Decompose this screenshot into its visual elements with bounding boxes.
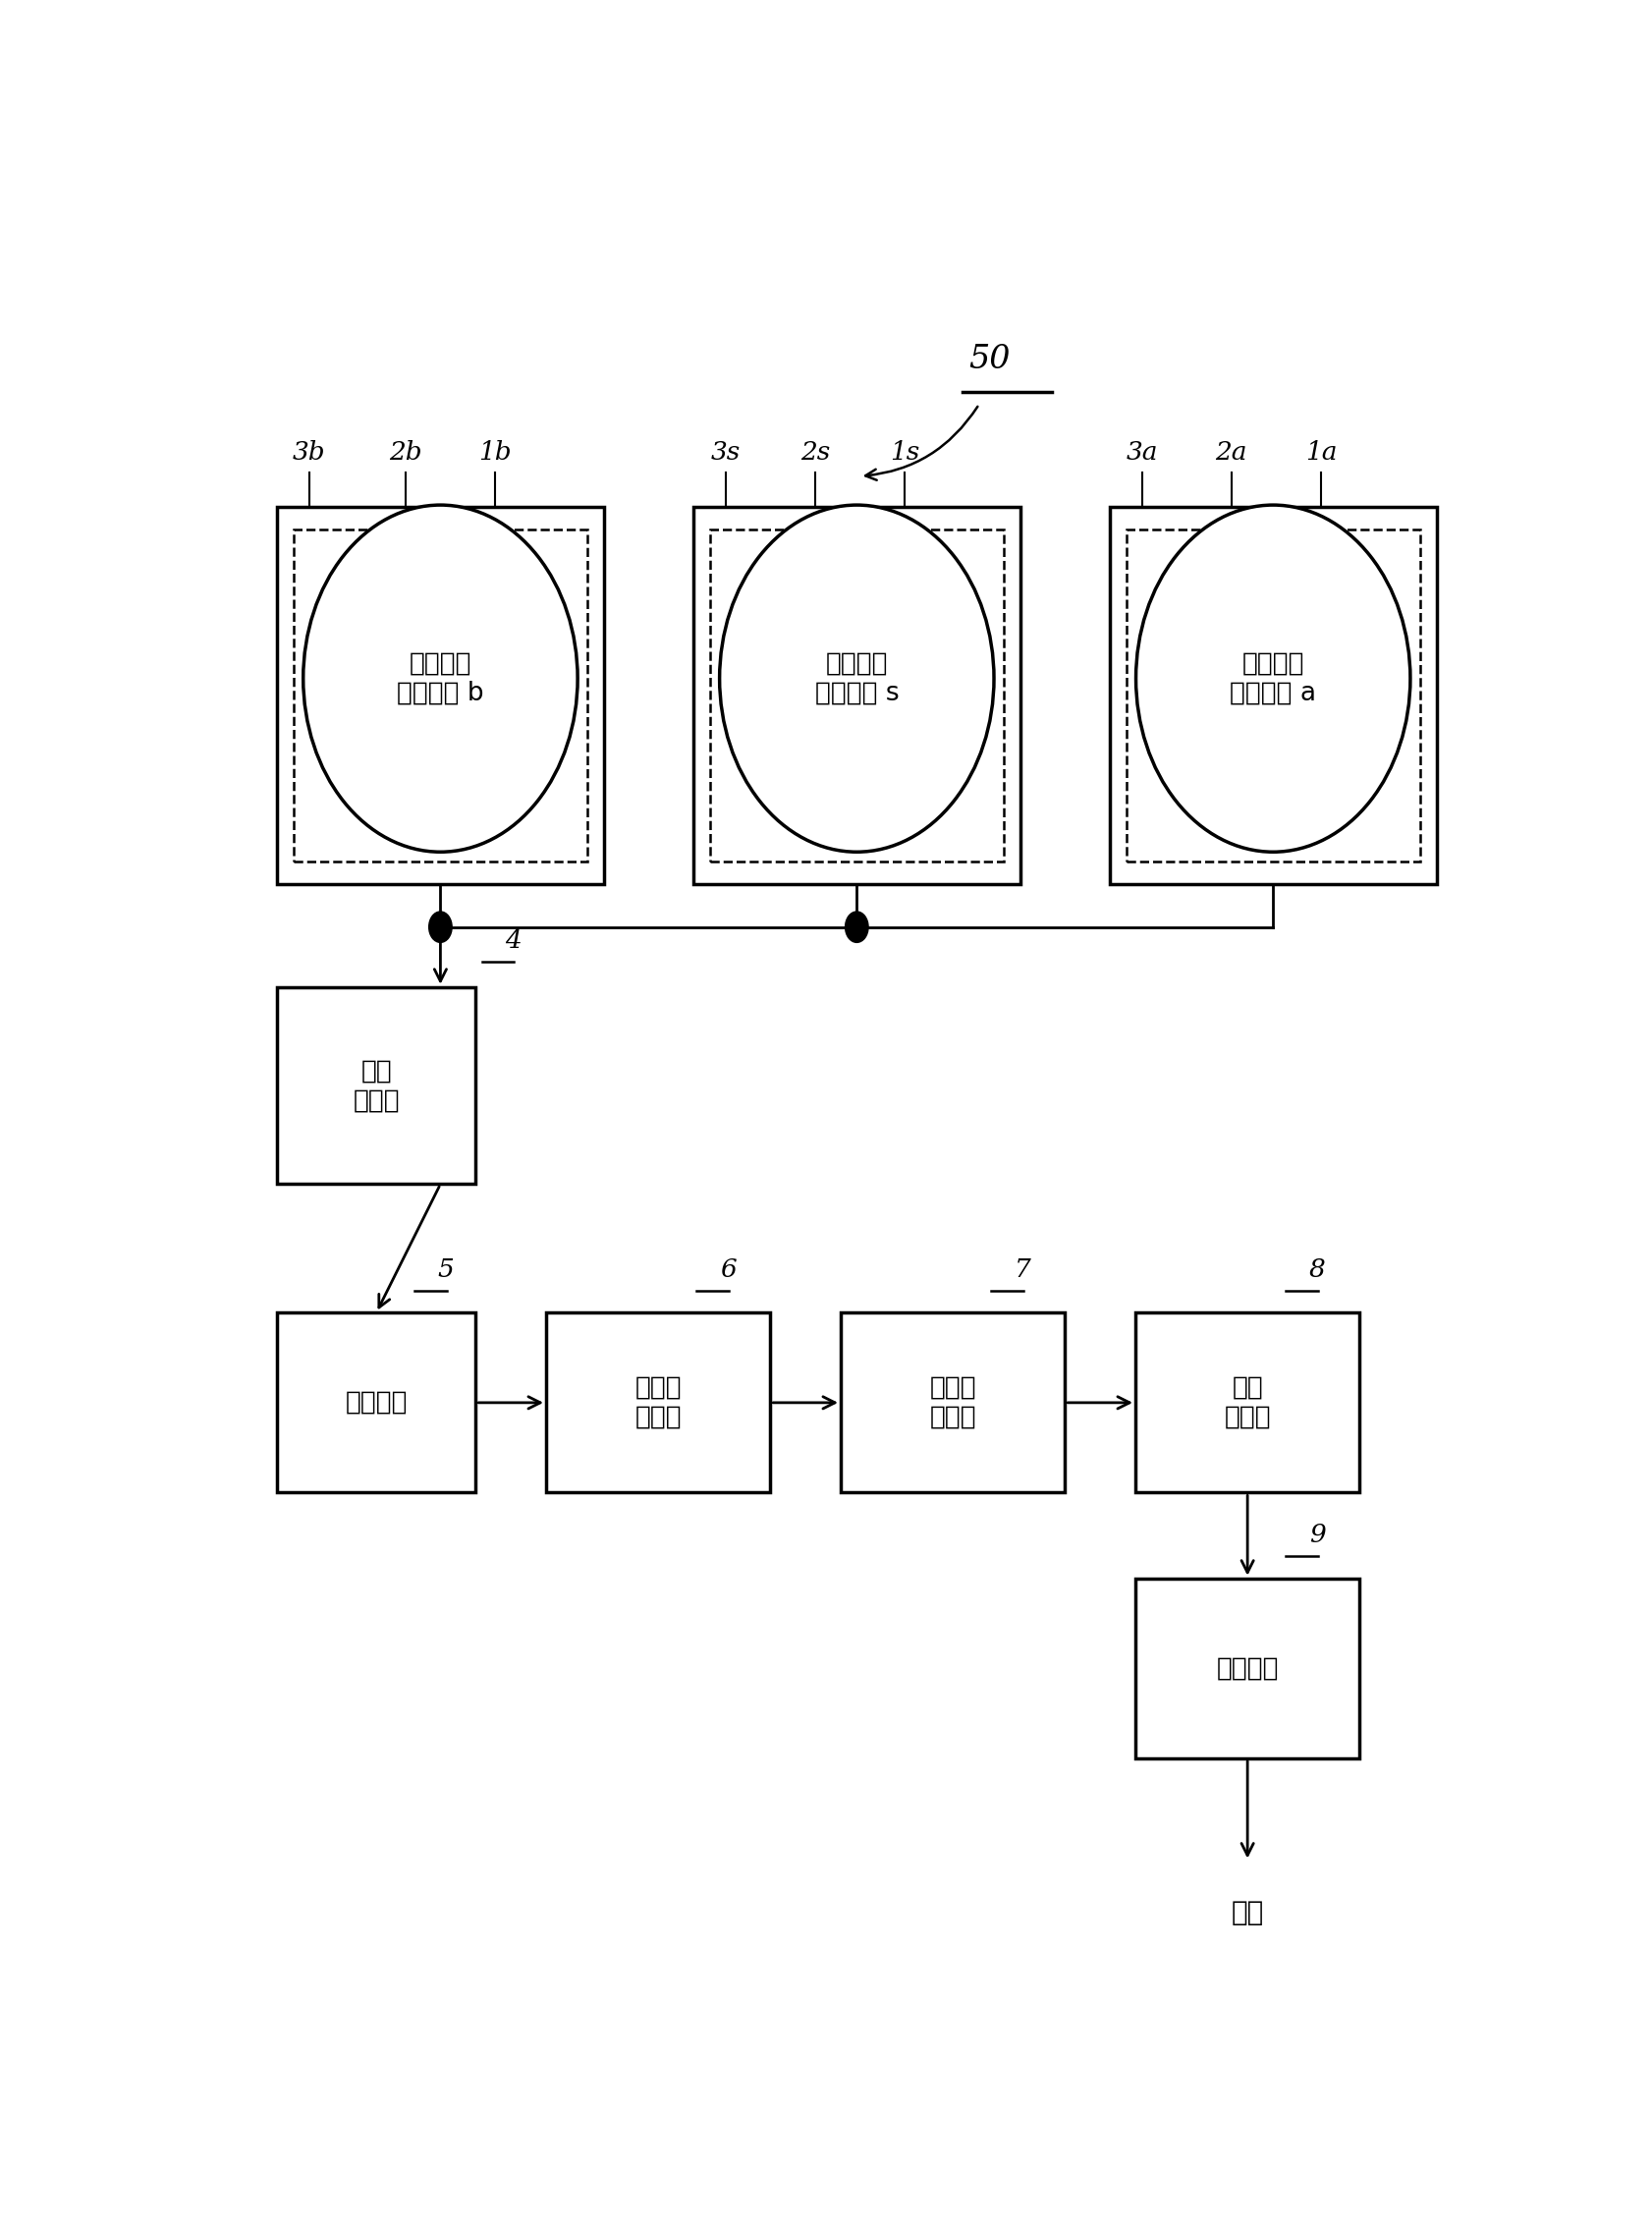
Text: 预处理部: 预处理部 [345, 1389, 408, 1416]
Bar [1135, 1578, 1358, 1759]
Text: 50: 50 [968, 345, 1009, 376]
Text: 6: 6 [719, 1258, 735, 1282]
Text: 7: 7 [1014, 1258, 1031, 1282]
Text: 5: 5 [438, 1258, 454, 1282]
Ellipse shape [302, 505, 577, 853]
Bar [710, 530, 1003, 861]
Text: 相关值
算出部: 相关值 算出部 [634, 1376, 681, 1429]
Bar [1135, 1313, 1358, 1494]
Bar [278, 986, 476, 1184]
Text: 1s: 1s [889, 441, 919, 465]
Bar [694, 508, 1019, 884]
Bar [278, 508, 603, 884]
Text: 参考摄像
光学系统 b: 参考摄像 光学系统 b [396, 650, 484, 706]
Text: 2s: 2s [800, 441, 829, 465]
Bar [294, 530, 586, 861]
Text: 4: 4 [506, 928, 522, 953]
Text: 后处理部: 后处理部 [1216, 1656, 1279, 1681]
Text: 3a: 3a [1125, 441, 1156, 465]
Text: 3s: 3s [710, 441, 740, 465]
Text: 参考摄像
光学系统 a: 参考摄像 光学系统 a [1229, 650, 1315, 706]
Text: 相关值
加法部: 相关值 加法部 [928, 1376, 976, 1429]
Text: 模数
转换部: 模数 转换部 [354, 1057, 400, 1113]
Text: 2a: 2a [1214, 441, 1247, 465]
Bar [841, 1313, 1064, 1494]
Circle shape [428, 913, 451, 942]
Text: 8: 8 [1308, 1258, 1325, 1282]
Bar [1125, 530, 1419, 861]
Ellipse shape [719, 505, 993, 853]
Text: 视差
算出部: 视差 算出部 [1224, 1376, 1270, 1429]
Text: 9: 9 [1308, 1523, 1325, 1547]
Text: 1a: 1a [1305, 441, 1336, 465]
Text: 1b: 1b [477, 441, 510, 465]
Text: 基准摄像
光学系统 s: 基准摄像 光学系统 s [814, 650, 899, 706]
Bar [1108, 508, 1436, 884]
Text: 3b: 3b [292, 441, 325, 465]
Text: 2b: 2b [388, 441, 421, 465]
Bar [545, 1313, 770, 1494]
Text: 输出: 输出 [1231, 1899, 1264, 1925]
Ellipse shape [1135, 505, 1409, 853]
Circle shape [844, 913, 867, 942]
Bar [278, 1313, 476, 1494]
